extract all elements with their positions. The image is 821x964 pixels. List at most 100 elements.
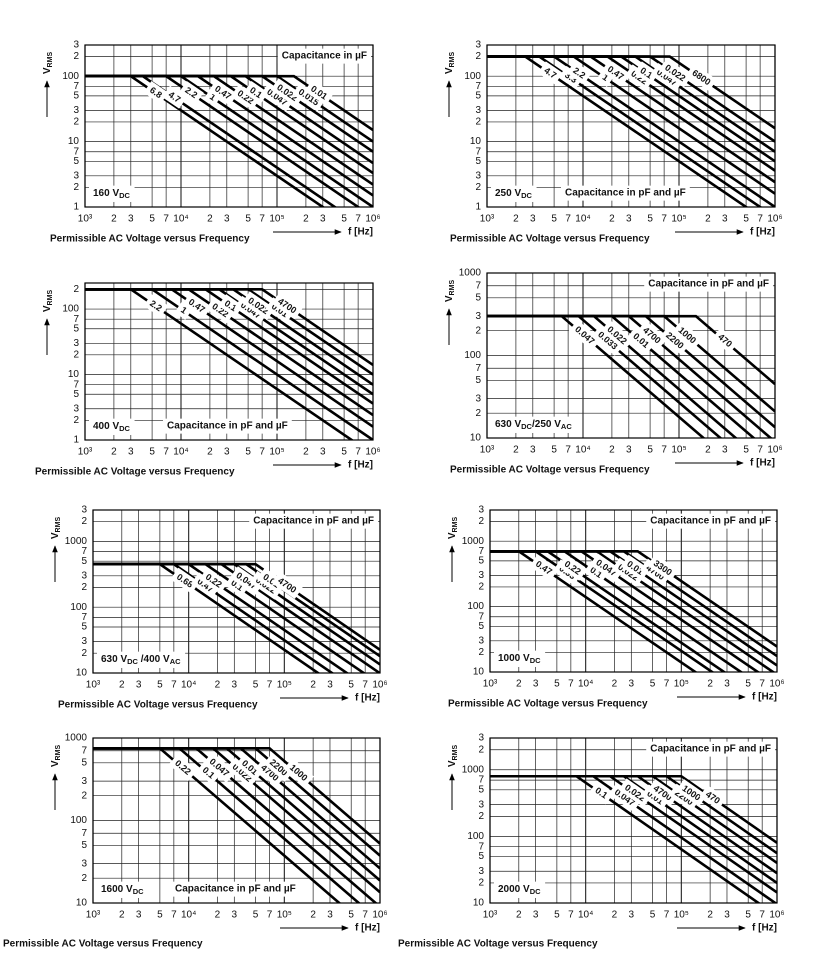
series-group <box>85 288 373 440</box>
label-background <box>270 78 304 107</box>
y-tick-label: 3 <box>81 636 87 647</box>
y-axis-label: VRMS <box>444 52 456 75</box>
x-tick-label: 2 <box>111 447 117 458</box>
voltage-subscript: DC <box>127 657 138 666</box>
series-label: 0.47 <box>529 554 559 581</box>
chart: 10³ 2 3 5 7 10⁴ 2 3 5 7 10⁵ 2 3 5 7 10⁶1235710235710023… <box>42 40 381 245</box>
y-tick-label: 3 <box>73 105 79 116</box>
y-tick-label: 3 <box>475 40 481 51</box>
y-tick-label: 5 <box>81 840 87 851</box>
chart-caption: Permissible AC Voltage versus Frequency <box>50 234 250 245</box>
chart-caption: Permissible AC Voltage versus Frequency <box>35 467 235 478</box>
x-tick-label: 2 <box>310 680 316 691</box>
x-tick-label: 10³ <box>483 679 498 690</box>
x-tick-label: 7 <box>163 447 169 458</box>
y-tick-label: 1000 <box>459 268 482 279</box>
y-tick-label: 7 <box>73 81 79 92</box>
label-background <box>491 185 537 202</box>
y-tick-label: 3 <box>73 170 79 181</box>
label-background <box>650 63 684 92</box>
y-tick-label: 3 <box>478 866 484 877</box>
y-tick-label: 7 <box>475 81 481 92</box>
label-background <box>659 325 691 355</box>
y-tick-label: 3 <box>475 170 481 181</box>
x-tick-label: 7 <box>267 910 273 921</box>
plot-background <box>85 45 373 207</box>
x-tick-label: 10⁶ <box>769 910 784 921</box>
voltage-subscript: DC <box>133 887 144 896</box>
x-tick-label: 2 <box>215 910 221 921</box>
x-tick-label: 10³ <box>86 680 101 691</box>
y-tick-label: 2 <box>73 284 79 295</box>
series-group <box>93 562 380 673</box>
y-tick-label: 2 <box>478 878 484 889</box>
label-background <box>491 416 577 433</box>
x-tick-label: 5 <box>551 214 557 225</box>
label-background <box>626 326 656 355</box>
x-tick-label: 3 <box>224 214 230 225</box>
x-tick-label: 7 <box>565 445 571 456</box>
label-background <box>646 741 775 757</box>
y-tick-label: 5 <box>478 621 484 632</box>
voltage-subscript: AC <box>170 657 181 666</box>
y-tick-label: 5 <box>81 622 87 633</box>
y-tick-label: 7 <box>478 611 484 622</box>
voltage-text: /250 V <box>532 419 561 430</box>
y-tick-label: 7 <box>81 828 87 839</box>
y-tick-label: 5 <box>475 375 481 386</box>
label-background <box>218 294 244 318</box>
x-tick-label: 3 <box>530 445 536 456</box>
capacitance-label: Capacitance in pF and µF <box>253 516 374 527</box>
y-tick-label: 100 <box>464 350 481 361</box>
y-tick-label: 2 <box>475 182 481 193</box>
chart-caption: Permissible AC Voltage versus Frequency <box>398 939 598 950</box>
y-tick-label: 5 <box>73 91 79 102</box>
x-tick-label: 2 <box>111 214 117 225</box>
plot-frame <box>84 282 374 441</box>
plot-frame <box>84 44 374 208</box>
label-background <box>699 785 727 810</box>
x-tick-label: 5 <box>647 214 653 225</box>
chart: 10³ 2 3 5 7 10⁴ 2 3 5 7 10⁵ 2 3 5 7 10⁶1023571002357100… <box>447 505 785 710</box>
x-tick-label: 10⁴ <box>578 910 593 921</box>
label-background <box>304 79 334 106</box>
x-tick-label: 2 <box>612 910 618 921</box>
label-background <box>591 325 624 356</box>
y-axis-label: VRMS <box>42 52 54 75</box>
label-background <box>208 79 238 106</box>
y-label-subscript: RMS <box>55 745 62 761</box>
chart-caption: Permissible AC Voltage versus Frequency <box>58 700 258 711</box>
y-tick-label: 1000 <box>65 733 88 744</box>
y-label-text: V <box>444 295 455 302</box>
chart-caption: Permissible AC Voltage versus Frequency <box>450 234 650 245</box>
x-tick-label: 10⁵ <box>269 214 284 225</box>
label-background <box>675 779 707 807</box>
x-tick-label: 2 <box>207 214 213 225</box>
y-axis-label: VRMS <box>42 290 54 313</box>
x-tick-label: 7 <box>568 910 574 921</box>
voltage-text: 630 V <box>101 654 127 665</box>
x-tick-label: 5 <box>650 679 656 690</box>
y-tick-label: 100 <box>62 304 79 315</box>
y-tick-label: 7 <box>81 546 87 557</box>
chart: 10³ 2 3 5 7 10⁴ 2 3 5 7 10⁵ 2 3 5 7 10⁶1023571002357100… <box>398 733 785 950</box>
x-tick-label: 3 <box>320 214 326 225</box>
y-tick-label: 7 <box>475 146 481 157</box>
series-label: 0.22 <box>199 567 229 594</box>
y-label-subscript: RMS <box>47 52 54 68</box>
y-tick-label: 5 <box>73 156 79 167</box>
y-tick-label: 10 <box>76 668 88 679</box>
y-tick-label: 7 <box>81 745 87 756</box>
x-tick-label: 5 <box>253 910 259 921</box>
y-tick-label: 10 <box>470 433 482 444</box>
chart: 10³ 2 3 5 7 10⁴ 2 3 5 7 10⁵ 2 3 5 7 10⁶1023571002357100… <box>444 268 783 476</box>
x-tick-label: 10⁵ <box>277 910 292 921</box>
y-tick-label: 3 <box>475 105 481 116</box>
label-background <box>658 58 692 88</box>
y-tick-label: 2 <box>73 415 79 426</box>
label-background <box>89 418 135 435</box>
y-tick-label: 3 <box>478 799 484 810</box>
y-label-text: V <box>447 760 458 767</box>
x-tick-label: 5 <box>348 680 354 691</box>
